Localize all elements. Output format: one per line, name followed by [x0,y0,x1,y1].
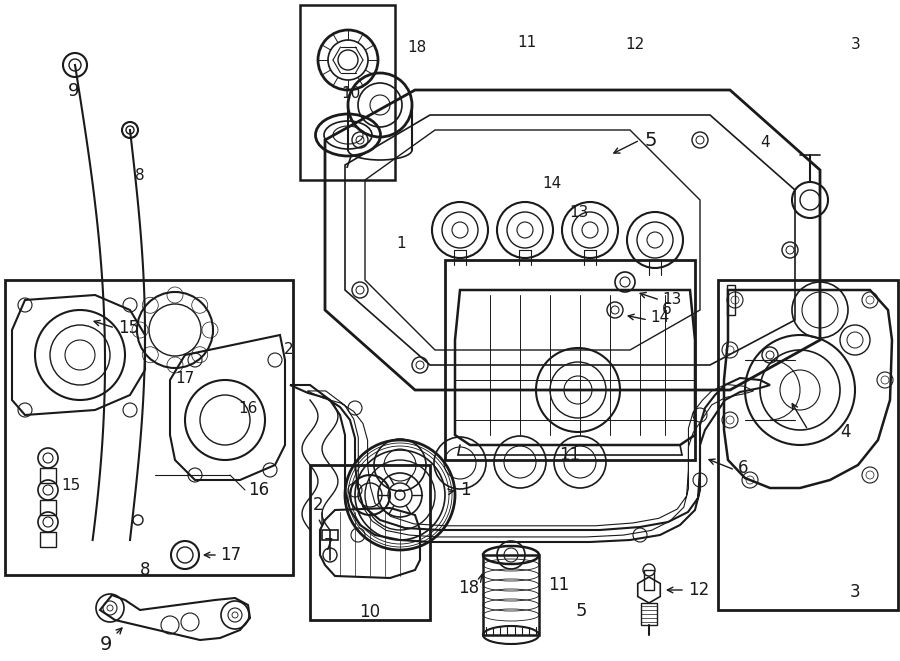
Text: 8: 8 [135,168,144,182]
Text: 14: 14 [543,176,562,191]
Bar [310,465,430,620]
Text: 16: 16 [248,481,269,499]
Text: 12: 12 [626,38,644,52]
Bar [718,280,898,610]
Text: 7: 7 [324,538,333,553]
Bar [644,570,654,590]
Text: 10: 10 [341,87,361,101]
Bar [445,260,695,460]
Text: 1: 1 [460,481,471,499]
Bar [40,532,56,547]
Text: 13: 13 [570,206,590,220]
Text: 2: 2 [284,342,293,356]
Text: 1: 1 [396,236,406,251]
Text: 3: 3 [850,583,860,601]
Text: 16: 16 [238,401,258,416]
Text: 18: 18 [408,40,427,55]
Text: 17: 17 [176,371,194,385]
Bar [40,468,56,483]
Bar [5,280,293,575]
Bar [322,530,338,540]
Text: 5: 5 [645,130,658,149]
Text: 4: 4 [760,135,770,149]
Text: 4: 4 [840,423,850,441]
Text: 17: 17 [220,546,241,564]
Text: 13: 13 [662,293,681,307]
Text: 14: 14 [650,311,670,325]
Text: 18: 18 [458,579,479,597]
Text: 12: 12 [688,581,709,599]
Text: 6: 6 [662,302,671,317]
Text: 15: 15 [61,479,80,493]
Text: 11: 11 [548,576,569,594]
Bar [727,285,735,315]
Text: 9: 9 [100,635,112,654]
Bar [641,603,657,625]
Text: 5: 5 [576,602,588,621]
Text: 15: 15 [118,319,140,337]
Text: 11: 11 [560,446,580,464]
Text: 9: 9 [68,82,79,100]
Text: 8: 8 [140,561,150,579]
Text: 11: 11 [518,36,536,50]
Bar [300,5,395,180]
Text: 10: 10 [359,603,381,621]
Text: 7: 7 [343,154,353,172]
Text: 3: 3 [850,38,860,52]
Bar [40,500,56,515]
Text: 2: 2 [312,496,323,514]
Text: 6: 6 [738,459,749,477]
Bar [483,555,539,635]
